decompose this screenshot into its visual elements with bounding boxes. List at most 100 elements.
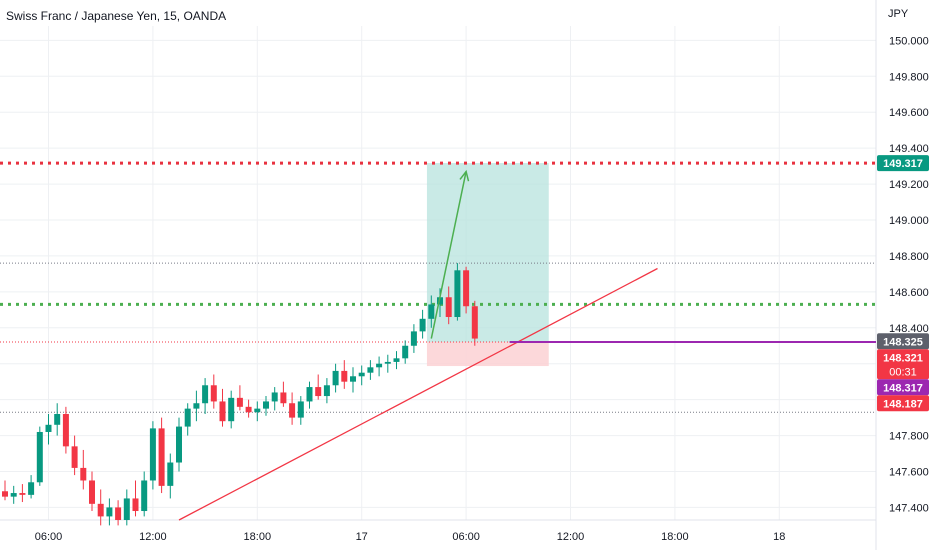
price-tag: 149.317 xyxy=(877,155,929,172)
price-tag-bg xyxy=(877,333,929,350)
candle-body xyxy=(280,392,287,404)
candle-body xyxy=(263,401,269,409)
price-tag-bg xyxy=(877,155,929,172)
candle-body xyxy=(393,358,400,362)
candle-body xyxy=(193,403,200,409)
x-tick-label: 18 xyxy=(773,531,785,543)
level-lines xyxy=(0,161,876,413)
candle-body xyxy=(219,401,226,422)
y-tick-label: 149.600 xyxy=(889,107,929,119)
y-tick-label: 149.000 xyxy=(889,215,929,227)
x-tick-label: 06:00 xyxy=(35,531,63,543)
candle-body xyxy=(454,270,461,318)
candle-body xyxy=(184,408,191,427)
candle-body xyxy=(428,304,435,319)
candle-body xyxy=(236,397,243,407)
candle-body xyxy=(106,507,113,517)
trend-line xyxy=(178,267,658,521)
candle-body xyxy=(306,387,313,402)
candle-body xyxy=(54,414,61,425)
candle-body xyxy=(210,385,217,402)
price-tag-bg xyxy=(877,395,929,412)
candle-body xyxy=(376,363,383,368)
x-tick-label: 18:00 xyxy=(661,531,689,543)
candle-body xyxy=(36,431,43,483)
price-tag-label: 148.317 xyxy=(883,382,923,394)
price-tag-bg xyxy=(877,349,929,380)
candle-body xyxy=(167,462,174,486)
candle-body xyxy=(71,446,78,468)
y-tick-label: 147.800 xyxy=(889,431,929,443)
candle-body xyxy=(19,493,26,495)
y-tick-label: 149.200 xyxy=(889,179,929,191)
candle-body xyxy=(358,372,365,377)
y-tick-label: 148.400 xyxy=(889,323,929,335)
time-axis[interactable]: 06:00 12:00 18:00 17 06:00 12:00 18:00 18 xyxy=(35,531,786,543)
candle-body xyxy=(2,491,8,497)
candle-body xyxy=(384,361,391,364)
candle-body xyxy=(245,406,252,413)
candle-body xyxy=(45,424,52,432)
x-tick-label: 17 xyxy=(356,531,368,543)
y-tick-label: 149.800 xyxy=(889,71,929,83)
candle-body xyxy=(62,414,69,447)
candle-body xyxy=(28,482,35,495)
candle-body xyxy=(341,370,348,382)
candle-body xyxy=(158,428,165,486)
candles xyxy=(2,263,478,526)
x-tick-label: 12:00 xyxy=(557,531,585,543)
candle-body xyxy=(315,387,322,397)
arrow-head-icon xyxy=(459,169,470,182)
price-tag: 148.325 xyxy=(877,333,929,350)
drawings[interactable] xyxy=(178,169,876,521)
candle-body xyxy=(271,392,278,402)
candle-body xyxy=(89,480,95,504)
candle-body xyxy=(350,376,356,382)
candle-body xyxy=(149,428,156,481)
x-tick-label: 12:00 xyxy=(139,531,167,543)
candle-body xyxy=(410,331,417,346)
candle-body xyxy=(115,507,122,520)
currency-label: JPY xyxy=(888,8,909,20)
price-tag: 148.187 xyxy=(877,395,929,412)
grid xyxy=(0,0,877,550)
candle-body xyxy=(141,480,148,512)
candle-body xyxy=(132,498,139,512)
y-tick-label: 147.400 xyxy=(889,502,929,514)
y-tick-label: 147.600 xyxy=(889,466,929,478)
candle-body xyxy=(471,306,478,339)
candle-body xyxy=(289,403,296,418)
candle-body xyxy=(97,503,104,517)
candle-body xyxy=(419,318,426,332)
price-tag-label: 148.321 xyxy=(883,352,923,364)
candle-body xyxy=(437,297,443,305)
candle-body xyxy=(10,493,17,497)
price-tag: 148.317 xyxy=(877,379,929,396)
y-tick-label: 150.000 xyxy=(889,35,929,47)
candle-body xyxy=(332,370,339,386)
candle-body xyxy=(123,498,130,520)
x-tick-label: 18:00 xyxy=(244,531,272,543)
candle-body xyxy=(445,297,452,318)
target-arrow xyxy=(430,171,467,339)
price-axis[interactable]: 150.000 149.800 149.600 149.400 149.200 149.0… xyxy=(889,35,929,514)
candle-body xyxy=(176,426,182,463)
price-tag-label: 148.187 xyxy=(883,398,923,410)
profit-zone xyxy=(426,163,549,342)
x-tick-label: 06:00 xyxy=(452,531,480,543)
y-tick-label: 149.400 xyxy=(889,143,929,155)
y-tick-label: 148.600 xyxy=(889,287,929,299)
candle-body xyxy=(202,385,209,404)
candle-body xyxy=(254,408,261,413)
price-tag-bg xyxy=(877,379,929,396)
loss-zone xyxy=(426,341,549,367)
chart-title: Swiss Franc / Japanese Yen, 15, OANDA xyxy=(6,9,227,23)
price-tags: 149.317 148.325 148.321 00:31 148.317 148.187 xyxy=(877,155,929,412)
candle-body xyxy=(323,385,330,397)
price-tag-label: 148.325 xyxy=(883,336,923,348)
candle-body xyxy=(228,397,235,422)
candle-body xyxy=(367,367,374,373)
candle-body xyxy=(80,467,87,481)
y-tick-label: 148.800 xyxy=(889,251,929,263)
